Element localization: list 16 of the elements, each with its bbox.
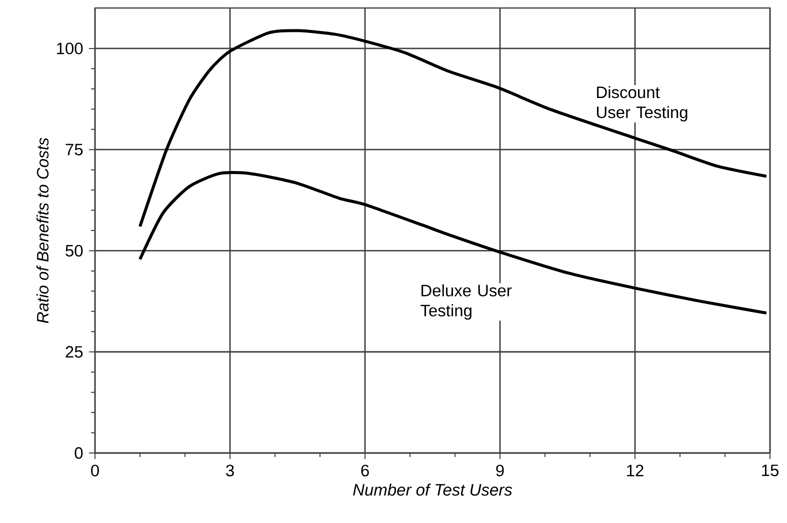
- x-tick-label: 6: [361, 464, 369, 476]
- series-label: Deluxe User Testing: [420, 284, 512, 320]
- y-tick-label: 25: [66, 346, 83, 358]
- y-tick-label: 75: [66, 144, 83, 156]
- y-tick-label: 0: [74, 447, 83, 459]
- line-series: [138, 29, 768, 228]
- x-tick-label: 3: [226, 464, 234, 476]
- x-tick-label: 9: [496, 464, 504, 476]
- y-tick-label: 100: [57, 42, 83, 54]
- x-tick-label: 15: [762, 464, 778, 476]
- series-label: Discount User Testing: [596, 86, 688, 122]
- x-tick-label: 12: [627, 464, 644, 476]
- x-tick-label: 0: [91, 464, 99, 476]
- y-axis-title: Ratio of Benefits to Costs: [36, 138, 49, 324]
- x-axis-title: Number of Test Users: [353, 484, 512, 496]
- y-tick-label: 50: [66, 244, 83, 257]
